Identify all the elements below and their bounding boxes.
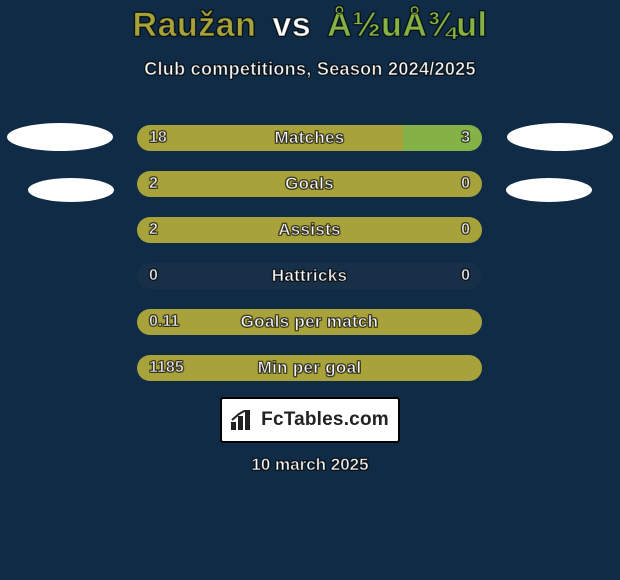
fctables-badge: FcTables.com bbox=[220, 397, 400, 443]
badge-text: FcTables.com bbox=[261, 409, 389, 431]
club-logo-b-1 bbox=[507, 123, 613, 151]
stat-label: Goals per match bbox=[137, 309, 482, 335]
stat-label: Assists bbox=[137, 217, 482, 243]
stat-bars: 183Matches 20Goals 20Assists 00Hattricks 0.1… bbox=[137, 125, 482, 401]
club-logo-a-2 bbox=[28, 178, 114, 202]
bar-chart-icon bbox=[231, 410, 255, 430]
stat-row: 20Goals bbox=[137, 171, 482, 197]
page-title: Raužan vs Å½uÅ¾ul bbox=[0, 6, 620, 45]
stat-row: 0.11Goals per match bbox=[137, 309, 482, 335]
title-player-b: Å½uÅ¾ul bbox=[327, 6, 487, 44]
subtitle: Club competitions, Season 2024/2025 bbox=[0, 59, 620, 80]
club-logo-b-2 bbox=[506, 178, 592, 202]
stat-row: 20Assists bbox=[137, 217, 482, 243]
stat-row: 00Hattricks bbox=[137, 263, 482, 289]
stat-row: 183Matches bbox=[137, 125, 482, 151]
club-logo-a-1 bbox=[7, 123, 113, 151]
stat-label: Hattricks bbox=[137, 263, 482, 289]
stat-label: Matches bbox=[137, 125, 482, 151]
title-vs: vs bbox=[272, 6, 311, 44]
stat-row: 1185Min per goal bbox=[137, 355, 482, 381]
comparison-card: Raužan vs Å½uÅ¾ul Club competitions, Sea… bbox=[0, 0, 620, 580]
date-label: 10 march 2025 bbox=[0, 455, 620, 475]
stat-label: Min per goal bbox=[137, 355, 482, 381]
title-player-a: Raužan bbox=[133, 6, 257, 44]
stat-label: Goals bbox=[137, 171, 482, 197]
